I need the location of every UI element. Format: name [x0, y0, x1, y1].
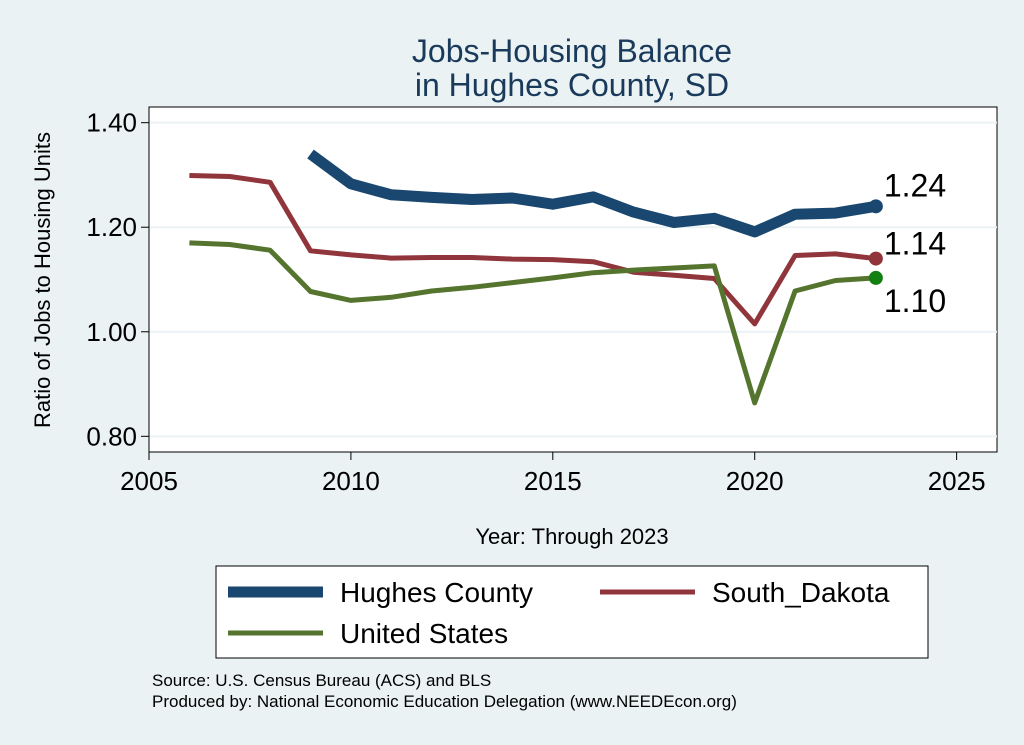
x-axis-title: Year: Through 2023: [475, 524, 668, 549]
y-tick-label: 1.00: [86, 317, 137, 347]
end-markers: 1.24 1.14 1.10: [868, 167, 946, 319]
x-tick-label: 2005: [120, 466, 178, 496]
producer-note: Produced by: National Economic Education…: [152, 692, 737, 711]
legend-label-south-dakota: South_Dakota: [712, 577, 890, 608]
y-axis-title: Ratio of Jobs to Housing Units: [30, 132, 55, 428]
grid-lines: [149, 121, 997, 438]
x-tick-label: 2015: [524, 466, 582, 496]
end-label-south-dakota: 1.14: [884, 226, 946, 262]
end-marker-south-dakota: [868, 251, 883, 266]
legend-label-united-states: United States: [340, 618, 508, 649]
y-tick-label: 0.80: [86, 421, 137, 451]
end-marker-united-states: [868, 270, 883, 285]
legend: Hughes County South_Dakota United States: [228, 577, 890, 649]
x-tick-label: 2010: [322, 466, 380, 496]
series-line-south-dakota: [189, 173, 877, 327]
y-axis: 0.80 1.00 1.20 1.40: [86, 107, 150, 452]
series-line-hughes-county: [307, 149, 877, 238]
series-line-united-states: [189, 240, 877, 406]
source-note: Source: U.S. Census Bureau (ACS) and BLS: [152, 671, 491, 690]
end-label-united-states: 1.10: [884, 283, 946, 319]
y-tick-label: 1.40: [86, 108, 137, 138]
end-label-hughes-county: 1.24: [884, 167, 946, 203]
x-tick-label: 2020: [726, 466, 784, 496]
legend-label-hughes-county: Hughes County: [340, 577, 533, 608]
x-tick-label: 2025: [928, 466, 986, 496]
chart-title-line-2: in Hughes County, SD: [415, 67, 729, 103]
x-axis: 2005 2010 2015 2020 2025: [120, 451, 997, 496]
end-marker-hughes-county: [868, 199, 883, 214]
legend-box: [215, 565, 929, 659]
series-lines: [189, 149, 877, 406]
y-tick-label: 1.20: [86, 212, 137, 242]
chart-title-line-1: Jobs-Housing Balance: [412, 33, 732, 69]
